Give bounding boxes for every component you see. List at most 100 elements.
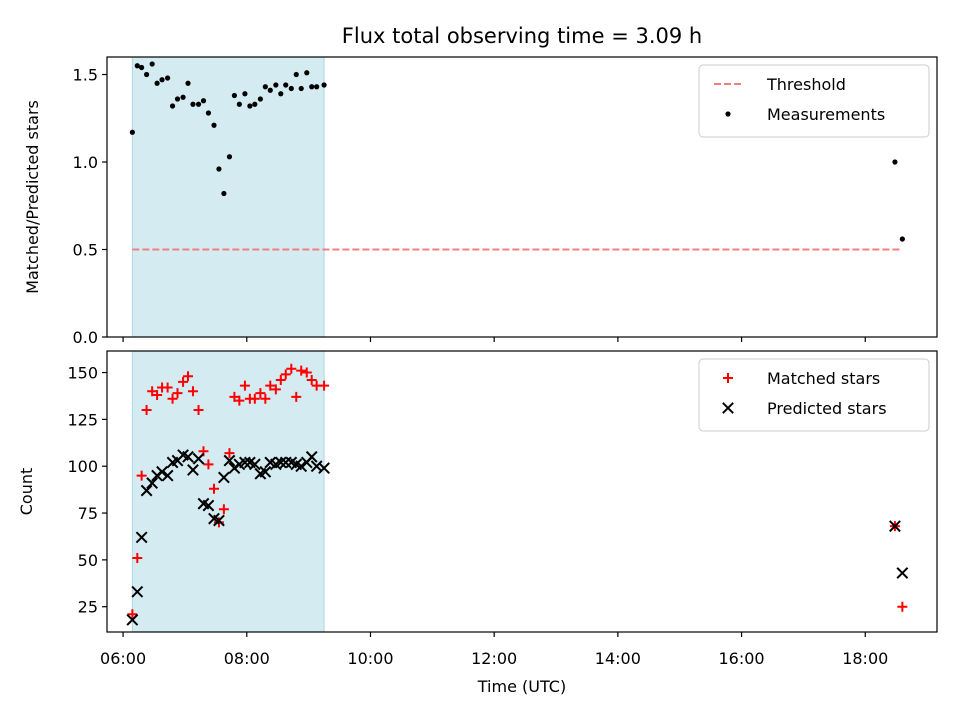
data-point	[899, 236, 905, 242]
x-tick-label: 18:00	[842, 649, 888, 668]
top-legend: Threshold Measurements	[698, 64, 930, 138]
x-tick-label: 12:00	[471, 649, 517, 668]
legend-marker	[723, 373, 733, 383]
data-point	[143, 71, 150, 78]
data-point	[306, 375, 317, 386]
data-point	[129, 129, 135, 135]
data-point	[234, 395, 245, 406]
data-point	[202, 499, 215, 512]
data-point	[267, 87, 273, 93]
y-tick-label: 0.0	[73, 328, 98, 347]
data-point	[221, 190, 227, 197]
legend-box	[698, 358, 930, 432]
data-point	[318, 462, 330, 474]
data-point	[255, 388, 266, 399]
data-point	[211, 122, 217, 128]
top-axes-frame	[106, 56, 938, 338]
top-observing-span	[131, 56, 325, 338]
legend-entry-label: Measurements	[767, 105, 885, 124]
data-point	[262, 84, 268, 90]
data-point	[305, 450, 318, 463]
data-point	[152, 390, 163, 401]
chart-title: Flux total observing time = 3.09 h	[342, 24, 702, 48]
data-point	[265, 380, 276, 391]
x-axis-label: Time (UTC)	[477, 677, 566, 696]
data-point	[889, 520, 901, 533]
legend-entry-label: Predicted stars	[767, 399, 887, 418]
data-point	[226, 154, 233, 160]
data-point	[278, 91, 284, 97]
data-point	[126, 613, 139, 626]
data-point	[161, 469, 174, 482]
data-point	[205, 110, 212, 116]
top-plot: 0.0 0.5 1.0 1.5 Matched/Predicted stars Thres…	[23, 56, 938, 347]
data-point	[242, 91, 248, 97]
legend-entry-label: Matched stars	[767, 369, 880, 388]
data-point	[259, 465, 272, 478]
data-point	[195, 101, 202, 107]
data-point	[154, 80, 160, 86]
data-point	[301, 367, 312, 378]
data-point	[252, 101, 258, 107]
data-point	[187, 386, 198, 397]
data-point	[257, 96, 263, 102]
data-point	[203, 459, 214, 470]
data-point	[140, 484, 153, 497]
x-tick-label: 14:00	[595, 649, 641, 668]
y-tick-label: 0.5	[73, 241, 98, 260]
data-point	[217, 471, 230, 484]
legend-entry-label: Threshold	[766, 75, 846, 94]
data-point	[275, 375, 286, 386]
y-tick-label: 75	[78, 504, 98, 523]
data-point	[193, 405, 204, 416]
data-point	[180, 94, 186, 100]
x-axis-tick-labels: 06:00 08:00 10:00 12:00 14:00 16:00 18:00	[100, 649, 888, 668]
data-point	[274, 456, 287, 469]
x-tick-label: 06:00	[100, 649, 146, 668]
y-tick-label: 125	[67, 410, 98, 429]
data-point	[247, 103, 253, 109]
data-point	[185, 80, 191, 86]
legend-box	[698, 64, 930, 138]
data-point	[314, 84, 320, 90]
data-point	[149, 61, 155, 67]
data-point	[321, 82, 327, 88]
data-point	[231, 92, 238, 99]
y-tick-label: 150	[67, 364, 98, 383]
data-point	[295, 460, 308, 473]
data-point	[187, 464, 199, 476]
bottom-legend: Matched stars Predicted stars	[698, 358, 930, 432]
series-matched-stars	[127, 363, 908, 620]
series-predicted-stars	[126, 449, 909, 626]
data-point	[319, 380, 330, 391]
legend-marker	[722, 402, 734, 414]
top-y-axis-label: Matched/Predicted stars	[23, 100, 42, 294]
x-tick-label: 16:00	[719, 649, 765, 668]
data-point	[248, 458, 261, 471]
data-point	[216, 166, 222, 172]
data-point	[156, 465, 168, 478]
data-point	[141, 405, 152, 416]
bottom-axes-frame	[106, 350, 938, 633]
y-tick-label: 1.5	[73, 66, 98, 85]
data-point	[182, 450, 194, 463]
data-point	[146, 477, 159, 489]
data-point	[309, 84, 315, 90]
data-point	[286, 363, 297, 374]
data-point	[897, 601, 908, 612]
data-point	[192, 452, 205, 465]
data-point	[139, 64, 145, 71]
data-point	[165, 75, 171, 81]
data-point	[213, 514, 225, 527]
bottom-y-axis-label: Count	[17, 468, 36, 516]
data-point	[293, 71, 299, 78]
data-point	[298, 85, 304, 92]
data-point	[291, 391, 302, 402]
data-point	[304, 70, 310, 76]
y-tick-label: 100	[67, 457, 98, 476]
data-point	[178, 376, 189, 387]
data-point	[224, 448, 235, 459]
y-tick-label: 50	[78, 551, 98, 570]
data-point	[131, 585, 144, 598]
